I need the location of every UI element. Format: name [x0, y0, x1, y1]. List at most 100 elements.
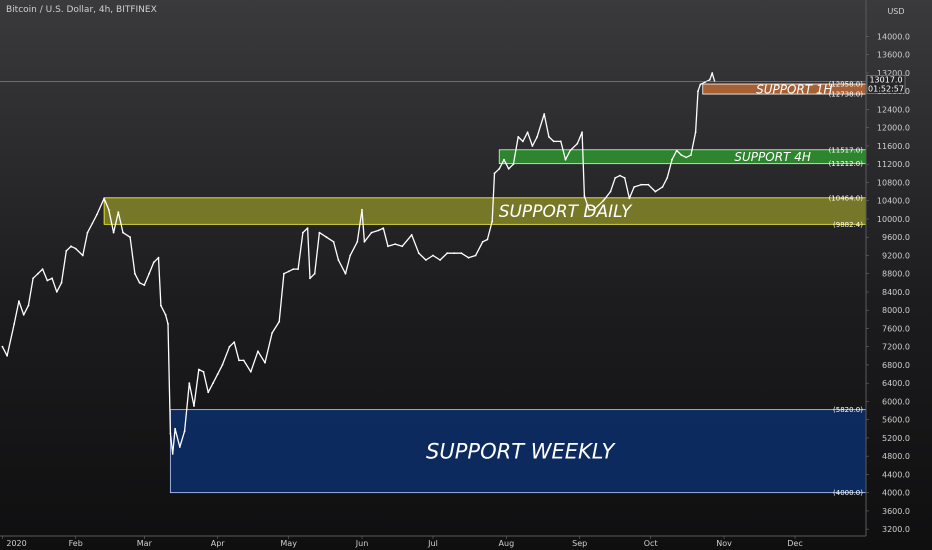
price-point-51	[242, 359, 245, 362]
price-point-11	[55, 291, 58, 293]
price-point-42	[197, 368, 200, 371]
currency-label: USD	[887, 7, 904, 16]
price-point-43	[202, 370, 205, 373]
zone-2-high-tag: (10464.0)	[829, 194, 864, 202]
price-point-117	[614, 177, 617, 179]
price-point-23	[117, 211, 120, 214]
ytick-label-18: 10400.0	[877, 197, 910, 206]
zone-0-label: SUPPORT 1H	[756, 82, 832, 96]
xtick-label-5: Jun	[355, 539, 369, 548]
ytick-label-23: 12400.0	[877, 105, 910, 114]
price-point-123	[647, 183, 650, 186]
price-point-39	[183, 430, 186, 432]
price-point-125	[661, 186, 664, 188]
price-point-52	[249, 370, 252, 373]
zone-2-label: SUPPORT DAILY	[499, 202, 633, 222]
ytick-label-0: 3200.0	[882, 525, 910, 534]
ytick-label-19: 10800.0	[877, 178, 910, 187]
chart-title: Bitcoin / U.S. Dollar, 4h, BITFINEX	[6, 5, 157, 15]
xtick-label-0: 2020	[6, 539, 26, 548]
price-point-64	[313, 272, 316, 275]
price-axis[interactable]: 3200.0 3600.0 4000.0 4400.0 4800.0 5200.0 5600…	[866, 32, 910, 534]
xtick-label-1: Feb	[69, 539, 83, 548]
price-point-130	[685, 156, 688, 159]
ytick-label-15: 9200.0	[882, 251, 910, 260]
price-point-135	[704, 81, 706, 83]
price-point-99	[522, 140, 524, 143]
ytick-label-9: 6800.0	[882, 361, 910, 370]
price-point-95	[503, 158, 505, 161]
price-point-66	[325, 236, 328, 239]
price-point-92	[491, 220, 494, 223]
ytick-label-5: 5200.0	[882, 434, 910, 443]
ytick-label-2: 4000.0	[882, 489, 910, 498]
last-price-box	[866, 75, 906, 94]
price-point-59	[292, 268, 295, 270]
price-point-33	[164, 313, 167, 316]
price-point-27	[138, 281, 141, 284]
price-point-88	[467, 256, 470, 259]
price-point-98	[517, 136, 520, 138]
price-point-101	[531, 145, 534, 147]
price-point-110	[581, 131, 583, 134]
price-point-44	[207, 391, 210, 394]
last-price-tag: 13017.0 01:52:57	[866, 75, 906, 94]
price-point-85	[446, 252, 449, 255]
price-point-89	[474, 254, 477, 257]
countdown-timer: 01:52:57	[868, 84, 904, 93]
price-point-67	[332, 240, 335, 243]
xtick-label-7: Aug	[499, 539, 515, 548]
price-point-2	[13, 323, 16, 325]
price-point-113	[593, 208, 595, 211]
price-point-4	[22, 313, 25, 316]
price-point-13	[65, 250, 68, 252]
price-point-63	[309, 277, 311, 280]
price-point-108	[569, 149, 572, 152]
ytick-label-25: 13200.0	[877, 69, 910, 78]
zone-1-low-tag: (11212.0)	[829, 160, 864, 168]
zone-boundary-tags: (12958.0) (12738.0) (11517.0) (11212.0) (104…	[829, 81, 864, 498]
price-point-16	[81, 254, 84, 257]
price-point-54	[264, 361, 266, 364]
price-point-17	[86, 231, 89, 234]
price-point-121	[633, 186, 635, 188]
price-point-87	[460, 252, 463, 255]
price-point-97	[512, 163, 515, 166]
zone-1-label: SUPPORT 4H	[734, 150, 810, 164]
price-point-12	[60, 281, 63, 284]
zone-1-box	[498, 149, 867, 165]
price-point-90	[481, 240, 484, 243]
price-point-57	[283, 272, 285, 275]
xtick-label-6: Jul	[427, 539, 438, 548]
ytick-label-22: 12000.0	[877, 124, 910, 133]
price-point-118	[619, 174, 621, 177]
ytick-label-17: 10000.0	[877, 215, 910, 224]
price-point-48	[228, 345, 231, 348]
time-axis[interactable]: 2020 Feb Mar Apr May Jun Jul Aug Sep Oct Nov Dec	[2, 536, 803, 548]
zone-1-high-tag: (11517.0)	[829, 146, 864, 154]
price-point-132	[694, 131, 697, 134]
price-point-14	[70, 245, 72, 248]
price-point-37	[174, 427, 177, 430]
xtick-label-4: May	[280, 539, 297, 548]
price-point-77	[387, 245, 389, 248]
price-point-49	[233, 341, 236, 343]
price-point-41	[193, 405, 195, 407]
ytick-label-14: 8800.0	[882, 270, 910, 279]
price-point-74	[370, 231, 373, 234]
zone-3-label: SUPPORT WEEKLY	[426, 440, 616, 464]
price-point-69	[344, 272, 347, 275]
price-point-94	[498, 167, 501, 170]
price-point-61	[302, 231, 304, 234]
price-point-38	[178, 446, 181, 448]
ytick-label-27: 14000.0	[877, 32, 910, 41]
price-point-124	[654, 190, 657, 193]
price-point-0	[1, 345, 4, 348]
xtick-label-2: Mar	[137, 539, 153, 548]
price-point-24	[122, 231, 124, 234]
price-point-119	[623, 177, 626, 179]
price-point-115	[602, 199, 605, 202]
price-point-81	[417, 252, 420, 255]
price-point-36	[171, 453, 174, 455]
